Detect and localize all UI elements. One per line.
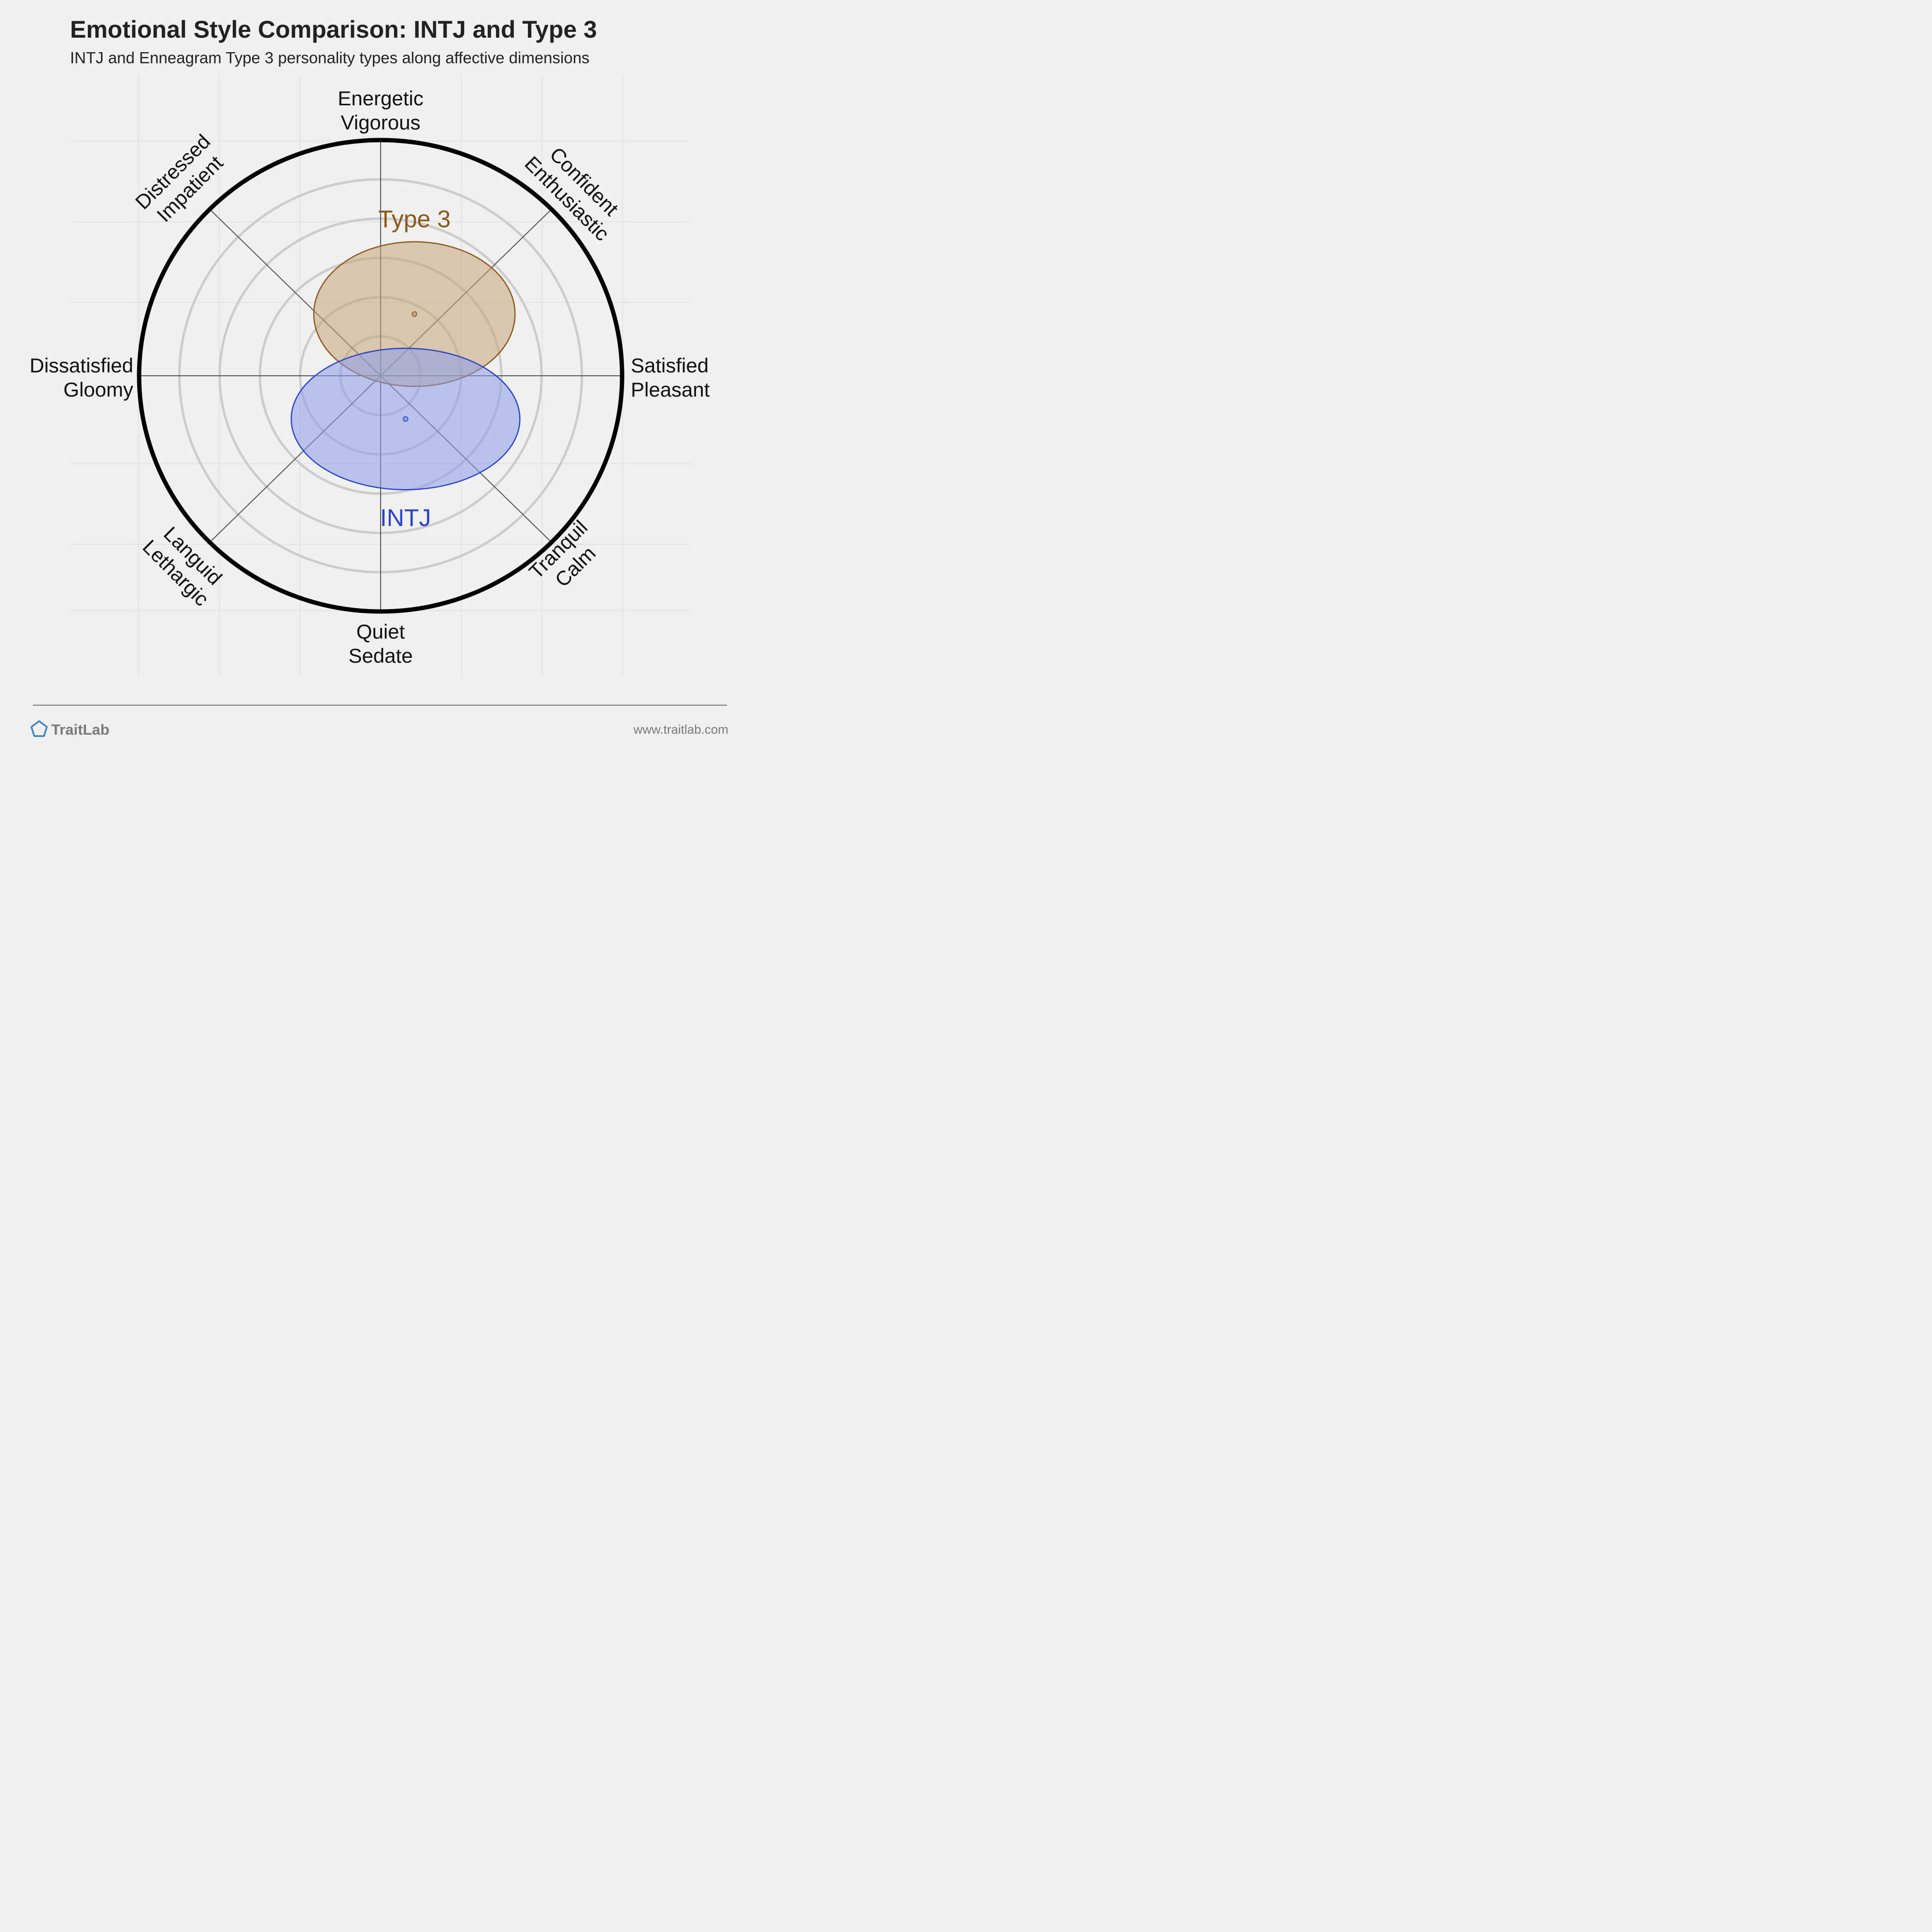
label-dissatisfied: Dissatisfied	[29, 354, 133, 377]
brand-url: www.traitlab.com	[633, 722, 729, 737]
emotional-style-chart: Emotional Style Comparison: INTJ and Typ…	[29, 16, 729, 738]
brand-name: TraitLab	[51, 721, 110, 738]
label-group-bottom-left: Languid Lethargic	[138, 522, 227, 611]
chart-title: Emotional Style Comparison: INTJ and Typ…	[70, 16, 597, 43]
label-energetic: Energetic	[338, 87, 423, 110]
label-satisfied: Satisfied	[631, 354, 709, 377]
axis-labels: Energetic Vigorous Quiet Sedate Dissatis…	[29, 87, 710, 667]
intj-center-point	[402, 416, 409, 422]
series-layer: Type 3 INTJ	[290, 206, 521, 531]
label-vigorous: Vigorous	[341, 111, 420, 134]
label-sedate: Sedate	[348, 644, 412, 667]
label-pleasant: Pleasant	[631, 378, 710, 401]
chart-page: Emotional Style Comparison: INTJ and Typ…	[0, 0, 757, 757]
type-3-center-point	[412, 311, 417, 317]
label-quiet: Quiet	[356, 620, 405, 643]
outer-boundary	[137, 138, 625, 614]
intj-series-label: INTJ	[380, 504, 431, 531]
type-3-series-label: Type 3	[378, 206, 451, 233]
pentagon-icon	[30, 720, 48, 737]
label-group-top-right: Confident Enthusiastic	[520, 142, 623, 245]
label-gloomy: Gloomy	[63, 378, 133, 401]
chart-subtitle: INTJ and Enneagram Type 3 personality ty…	[70, 49, 590, 67]
